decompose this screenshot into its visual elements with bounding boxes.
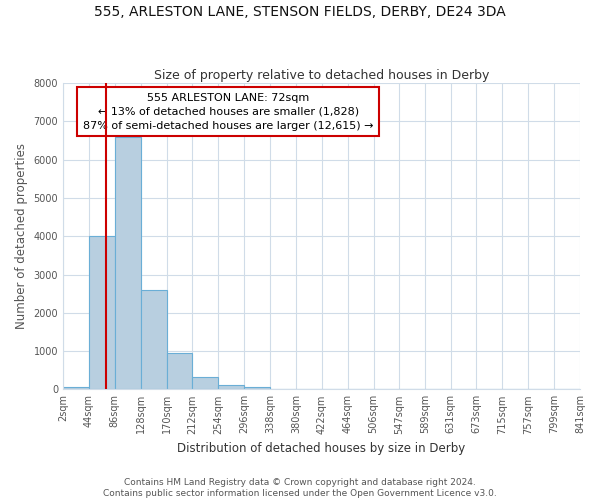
Bar bbox=[89, 236, 115, 390]
Text: 555, ARLESTON LANE, STENSON FIELDS, DERBY, DE24 3DA: 555, ARLESTON LANE, STENSON FIELDS, DERB… bbox=[94, 5, 506, 19]
Text: Contains HM Land Registry data © Crown copyright and database right 2024.
Contai: Contains HM Land Registry data © Crown c… bbox=[103, 478, 497, 498]
Y-axis label: Number of detached properties: Number of detached properties bbox=[15, 143, 28, 329]
Title: Size of property relative to detached houses in Derby: Size of property relative to detached ho… bbox=[154, 69, 489, 82]
Bar bbox=[167, 353, 193, 390]
Bar bbox=[115, 136, 140, 390]
Bar bbox=[193, 377, 218, 390]
Bar bbox=[63, 387, 89, 390]
Bar bbox=[244, 387, 270, 390]
X-axis label: Distribution of detached houses by size in Derby: Distribution of detached houses by size … bbox=[178, 442, 466, 455]
Text: 555 ARLESTON LANE: 72sqm
← 13% of detached houses are smaller (1,828)
87% of sem: 555 ARLESTON LANE: 72sqm ← 13% of detach… bbox=[83, 92, 373, 130]
Bar bbox=[218, 386, 244, 390]
Bar bbox=[140, 290, 167, 390]
